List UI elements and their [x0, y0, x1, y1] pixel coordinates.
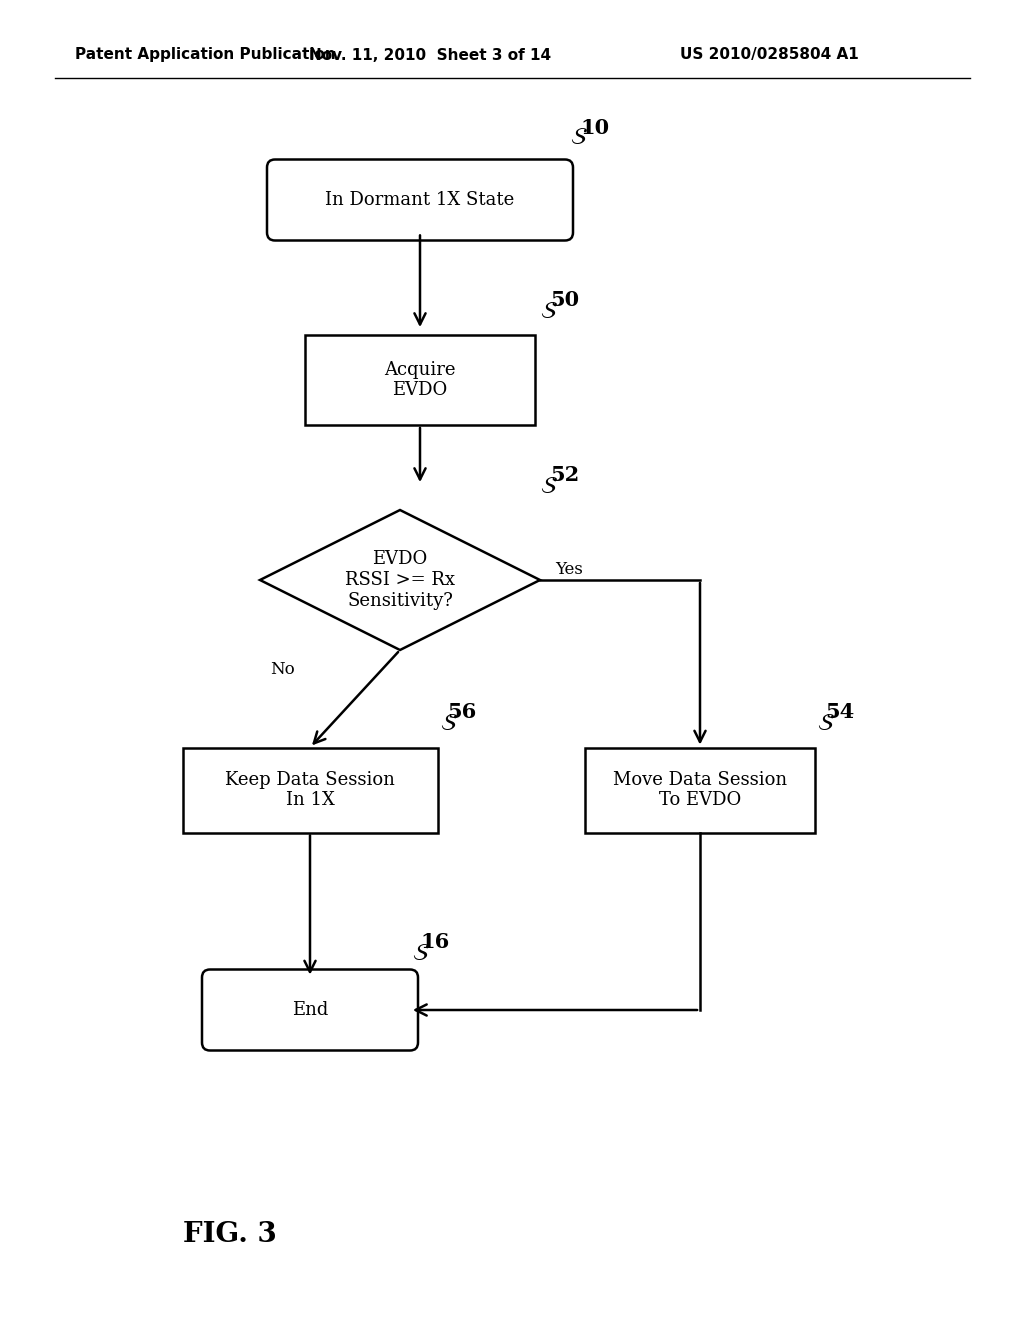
- Text: EVDO
RSSI >= Rx
Sensitivity?: EVDO RSSI >= Rx Sensitivity?: [345, 550, 455, 610]
- FancyBboxPatch shape: [202, 969, 418, 1051]
- Text: Patent Application Publication: Patent Application Publication: [75, 48, 336, 62]
- Bar: [182, 747, 437, 833]
- Text: $\mathcal{S}$: $\mathcal{S}$: [412, 942, 430, 965]
- FancyBboxPatch shape: [267, 160, 573, 240]
- Bar: [585, 747, 815, 833]
- Text: $\mathcal{S}$: $\mathcal{S}$: [540, 300, 558, 323]
- Text: $\mathcal{S}$: $\mathcal{S}$: [570, 127, 588, 149]
- Text: 16: 16: [420, 932, 450, 953]
- Text: FIG. 3: FIG. 3: [183, 1221, 276, 1249]
- Text: 54: 54: [825, 702, 854, 722]
- Text: Move Data Session
To EVDO: Move Data Session To EVDO: [613, 771, 787, 809]
- Text: $\mathcal{S}$: $\mathcal{S}$: [540, 475, 558, 498]
- Text: Keep Data Session
In 1X: Keep Data Session In 1X: [225, 771, 395, 809]
- Text: Acquire
EVDO: Acquire EVDO: [384, 360, 456, 400]
- Text: 56: 56: [447, 702, 477, 722]
- Text: 50: 50: [550, 290, 580, 310]
- Text: US 2010/0285804 A1: US 2010/0285804 A1: [680, 48, 859, 62]
- Text: $\mathcal{S}$: $\mathcal{S}$: [817, 713, 835, 735]
- Polygon shape: [260, 510, 540, 649]
- Text: Yes: Yes: [555, 561, 583, 578]
- Text: No: No: [270, 661, 295, 678]
- Bar: [305, 335, 535, 425]
- Text: 10: 10: [580, 117, 609, 137]
- Text: End: End: [292, 1001, 328, 1019]
- Text: 52: 52: [550, 465, 580, 484]
- Text: Nov. 11, 2010  Sheet 3 of 14: Nov. 11, 2010 Sheet 3 of 14: [309, 48, 551, 62]
- Text: In Dormant 1X State: In Dormant 1X State: [326, 191, 515, 209]
- Text: $\mathcal{S}$: $\mathcal{S}$: [439, 713, 458, 735]
